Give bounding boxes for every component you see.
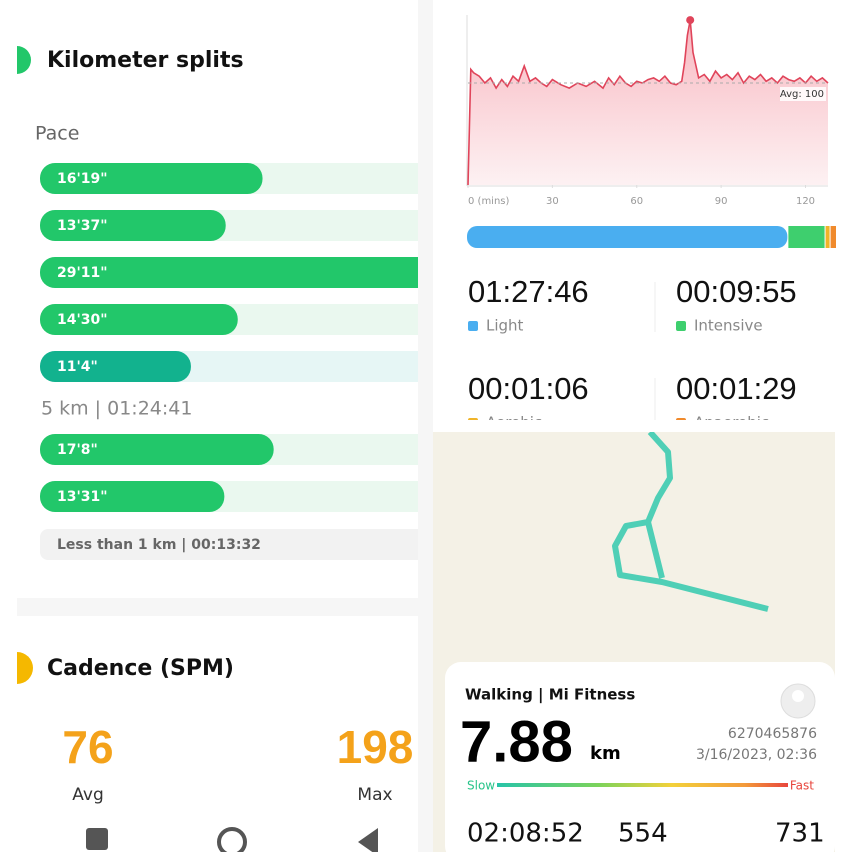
divider — [17, 598, 418, 616]
distance-unit: km — [590, 743, 621, 764]
route — [645, 521, 665, 579]
zone-swatch — [676, 321, 686, 331]
avg-label-bg — [780, 87, 826, 101]
stat: 02:08:52 — [467, 819, 584, 849]
axis-label: Pace — [35, 123, 79, 145]
split-pace: 16'19" — [57, 171, 108, 187]
area — [468, 20, 828, 185]
x-tick-label: 60 — [630, 196, 643, 207]
nav-back[interactable] — [358, 828, 378, 852]
avatar — [792, 690, 804, 702]
zone-time: 00:01:06 — [468, 371, 589, 406]
speed-scale — [497, 783, 788, 787]
avg-label: Avg: 100 — [780, 89, 824, 100]
split-pace: 11'4" — [57, 359, 98, 375]
split-bar — [40, 481, 225, 512]
stat-label: Max — [357, 785, 392, 805]
cadence-stats: 76 Avg 198 Max — [62, 721, 413, 805]
line — [467, 19, 829, 186]
split-bar — [40, 257, 418, 288]
scale-label: Slow — [467, 779, 495, 793]
split-bar — [40, 163, 263, 194]
route — [612, 432, 769, 612]
split-summary: 5 km | 01:24:41 — [41, 398, 192, 420]
zone-swatch — [468, 321, 478, 331]
splits-list: 16'19" 13'37" 29'11" 14'30" 11'4" 5 km | 01:2… — [40, 163, 418, 560]
split-pace: 17'8" — [57, 442, 98, 458]
split-bar — [40, 434, 274, 465]
stat: 554 — [618, 819, 668, 849]
zone-swatch — [676, 418, 686, 420]
x-tick-label: 90 — [715, 196, 728, 207]
zone-bar — [467, 226, 788, 248]
x-tick-label: 30 — [546, 196, 559, 207]
zone-label: Anaerobic — [694, 414, 769, 432]
remainder: Less than 1 km | 00:13:32 — [57, 537, 261, 553]
x-tick-label: 120 — [796, 196, 815, 207]
activity-title: Walking | Mi Fitness — [465, 686, 635, 705]
peak-point — [686, 16, 695, 25]
zone-label: Light — [486, 317, 524, 335]
zone-time: 01:27:46 — [468, 274, 589, 309]
zone-bar — [830, 226, 836, 248]
accent — [17, 652, 33, 684]
stat-value: 198 — [337, 721, 414, 773]
split-pace: 13'37" — [57, 218, 108, 234]
section-title: Kilometer splits — [47, 48, 244, 73]
zone-label: Intensive — [694, 317, 763, 335]
activity-id: 6270465876 — [728, 726, 817, 742]
split-pace: 14'30" — [57, 312, 108, 328]
divider — [418, 0, 433, 852]
split-pace: 29'11" — [57, 265, 108, 281]
zone-time: 00:01:29 — [676, 371, 797, 406]
heart-rate-panel: 0 (mins) 30 60 90 120 Avg: 100 01:27:46 Light 00… — [466, 15, 836, 432]
zone-bar — [825, 226, 830, 248]
split-pace: 13'31" — [57, 489, 108, 505]
nav-recents[interactable] — [86, 828, 108, 850]
split-bar — [40, 351, 191, 382]
zone-swatch — [468, 418, 478, 420]
accent — [17, 46, 31, 74]
stat: 731 — [775, 819, 825, 849]
divider — [433, 420, 852, 432]
stat-value: 76 — [62, 721, 113, 773]
zone-time: 00:09:55 — [676, 274, 797, 309]
remainder-box — [40, 529, 418, 560]
distance: 7.88 — [460, 709, 573, 774]
x-tick-label: 0 (mins) — [468, 196, 510, 207]
zone-bar — [788, 226, 825, 248]
section-title: Cadence (SPM) — [47, 656, 234, 681]
stat-label: Avg — [72, 785, 104, 805]
split-bar — [40, 304, 238, 335]
nav-home[interactable] — [217, 827, 247, 852]
summary-card — [445, 662, 835, 852]
scale-label: Fast — [790, 779, 814, 793]
zone-label: Aerobic — [486, 414, 542, 432]
split-bar — [40, 210, 226, 241]
activity-date: 3/16/2023, 02:36 — [696, 747, 817, 763]
